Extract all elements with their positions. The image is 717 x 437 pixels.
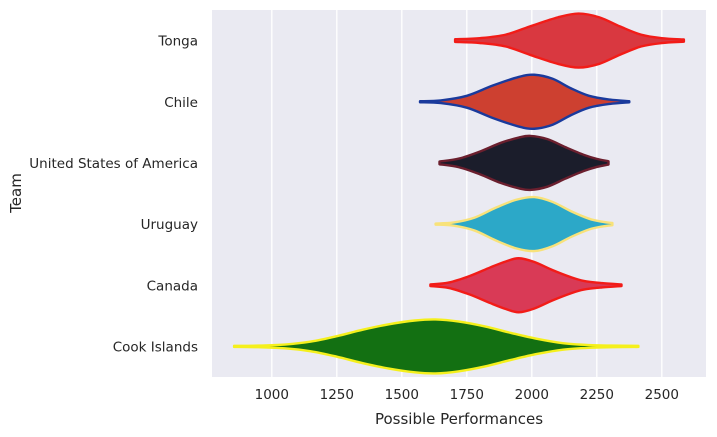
violin-cook-islands bbox=[232, 318, 640, 375]
y-tick-label-tonga: Tonga bbox=[157, 34, 198, 50]
grid-lines bbox=[271, 10, 663, 377]
violin-tonga bbox=[453, 12, 686, 69]
y-tick-label-canada: Canada bbox=[147, 278, 198, 294]
violin-uruguay bbox=[434, 195, 614, 253]
x-tick-label-1000: 1000 bbox=[255, 387, 289, 403]
x-tick-labels: 1000 1250 1500 1750 2000 2250 2500 bbox=[255, 387, 679, 403]
violin-united-states-of-america bbox=[438, 134, 610, 192]
x-tick-label-2000: 2000 bbox=[515, 387, 549, 403]
violin-canada bbox=[429, 257, 623, 314]
violin-chile bbox=[418, 73, 631, 131]
plot-background bbox=[212, 10, 706, 377]
violins bbox=[232, 12, 686, 375]
y-tick-labels: Tonga Chile United States of America Urugua… bbox=[29, 34, 198, 356]
x-tick-label-2250: 2250 bbox=[580, 387, 614, 403]
x-tick-label-1500: 1500 bbox=[385, 387, 419, 403]
y-tick-label-united-states-of-america: United States of America bbox=[29, 156, 198, 172]
y-axis-title: Team bbox=[7, 173, 25, 214]
y-tick-label-uruguay: Uruguay bbox=[141, 217, 198, 233]
x-tick-label-1750: 1750 bbox=[450, 387, 484, 403]
x-axis-title: Possible Performances bbox=[375, 410, 543, 428]
x-tick-label-2500: 2500 bbox=[645, 387, 679, 403]
x-tick-label-1250: 1250 bbox=[320, 387, 354, 403]
y-tick-label-chile: Chile bbox=[164, 95, 198, 111]
y-tick-label-cook-islands: Cook Islands bbox=[113, 339, 198, 355]
